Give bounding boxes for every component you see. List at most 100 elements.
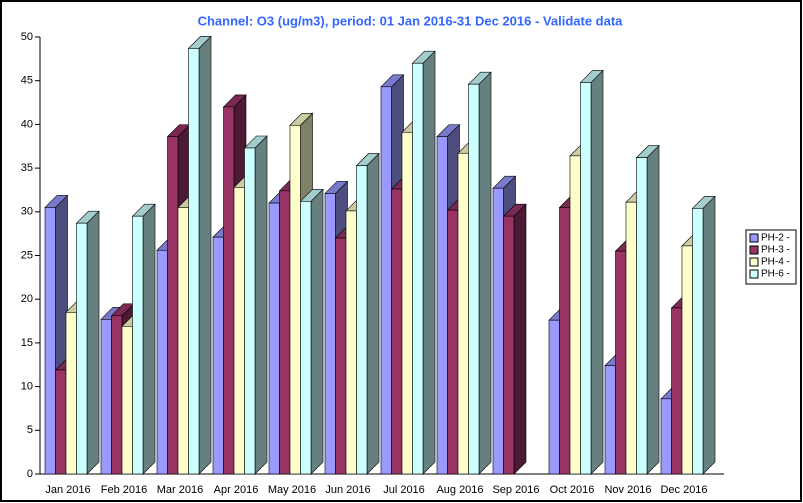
bar — [131, 203, 156, 475]
bar-side — [86, 210, 100, 475]
bar-front — [324, 193, 336, 475]
bar-front — [132, 215, 144, 475]
bar-side — [198, 35, 212, 475]
bar-front — [468, 83, 480, 475]
bar-front — [559, 207, 571, 475]
bar-side — [702, 195, 716, 475]
bar-front — [65, 312, 77, 475]
bar-front — [671, 307, 683, 475]
bar — [502, 203, 527, 475]
y-tick-label: 10 — [21, 381, 33, 393]
y-tick-label: 5 — [27, 424, 33, 436]
bar-front — [604, 365, 616, 475]
bar-front — [156, 249, 168, 475]
x-tick-label: Jan 2016 — [45, 484, 90, 496]
bar — [467, 71, 492, 475]
bar-front — [569, 155, 581, 475]
bar-front — [580, 82, 592, 475]
legend-swatch — [749, 233, 759, 243]
bar-side — [142, 203, 156, 475]
bar — [75, 210, 100, 475]
bar-front — [44, 207, 56, 475]
bar-front — [492, 187, 504, 475]
bar-side — [513, 203, 527, 475]
bar — [635, 144, 660, 475]
y-tick-label: 15 — [21, 337, 33, 349]
x-tick-label: Jun 2016 — [325, 484, 370, 496]
bar-side — [366, 152, 380, 475]
bar-front — [76, 222, 88, 475]
y-tick-label: 40 — [21, 118, 33, 130]
bar-front — [111, 315, 123, 475]
chart-title: Channel: O3 (ug/m3), period: 01 Jan 2016… — [198, 13, 624, 28]
legend-swatch — [749, 245, 759, 255]
y-tick-label: 30 — [21, 206, 33, 218]
bar-front — [55, 369, 67, 475]
bar-front — [447, 209, 459, 475]
x-tick-label: Sep 2016 — [492, 484, 539, 496]
bar-side — [590, 69, 604, 475]
bar-front — [380, 86, 392, 475]
bar-front — [223, 106, 235, 475]
bar — [299, 188, 324, 475]
x-tick-label: Dec 2016 — [660, 484, 707, 496]
y-tick-label: 20 — [21, 293, 33, 305]
x-tick-label: Aug 2016 — [436, 484, 483, 496]
bar-front — [335, 237, 347, 475]
bar-side — [254, 135, 268, 475]
bar-front — [401, 131, 413, 475]
bar-front — [681, 245, 693, 475]
bar-front — [279, 190, 291, 475]
bar-front — [268, 202, 280, 475]
bar-front — [100, 319, 112, 475]
bar-side — [422, 50, 436, 475]
legend-swatch — [749, 257, 759, 267]
x-tick-label: Nov 2016 — [604, 484, 651, 496]
bar-front — [289, 124, 301, 475]
bar-front — [636, 157, 648, 475]
bar-front — [244, 147, 256, 475]
bar-front — [212, 236, 224, 475]
bar-front — [412, 62, 424, 475]
x-tick-label: Mar 2016 — [157, 484, 203, 496]
bar-front — [300, 201, 312, 475]
bar-front — [692, 208, 704, 475]
legend-swatch — [749, 269, 759, 279]
bar — [355, 152, 380, 475]
bar-side — [310, 188, 324, 475]
y-tick-label: 25 — [21, 249, 33, 261]
x-tick-label: Oct 2016 — [550, 484, 595, 496]
y-tick-label: 45 — [21, 75, 33, 87]
bar-front — [177, 207, 189, 475]
y-tick-label: 0 — [27, 468, 33, 480]
bar — [411, 50, 436, 475]
bar-front — [625, 201, 637, 475]
bar-front — [167, 136, 179, 475]
legend-label: PH-3 - — [761, 245, 790, 256]
bar-front — [548, 319, 560, 475]
bar — [691, 195, 716, 475]
bar — [243, 135, 268, 475]
y-tick-label: 50 — [21, 31, 33, 43]
bar-side — [646, 144, 660, 475]
bar-front — [356, 165, 368, 475]
bar-front — [615, 250, 627, 475]
y-tick-label: 35 — [21, 162, 33, 174]
bar-front — [457, 152, 469, 475]
x-tick-label: Jul 2016 — [383, 484, 425, 496]
x-tick-label: Feb 2016 — [101, 484, 147, 496]
bar-front — [436, 136, 448, 475]
x-tick-label: Apr 2016 — [214, 484, 259, 496]
bar-front — [391, 188, 403, 475]
bar-front — [233, 187, 245, 475]
bar-front — [503, 215, 515, 475]
bar-side — [478, 71, 492, 475]
legend-label: PH-6 - — [761, 269, 790, 280]
bar — [187, 35, 212, 475]
bar-front — [121, 325, 133, 475]
bar — [579, 69, 604, 475]
bar-front — [188, 48, 200, 475]
x-tick-label: May 2016 — [268, 484, 316, 496]
bar-front — [345, 210, 357, 475]
